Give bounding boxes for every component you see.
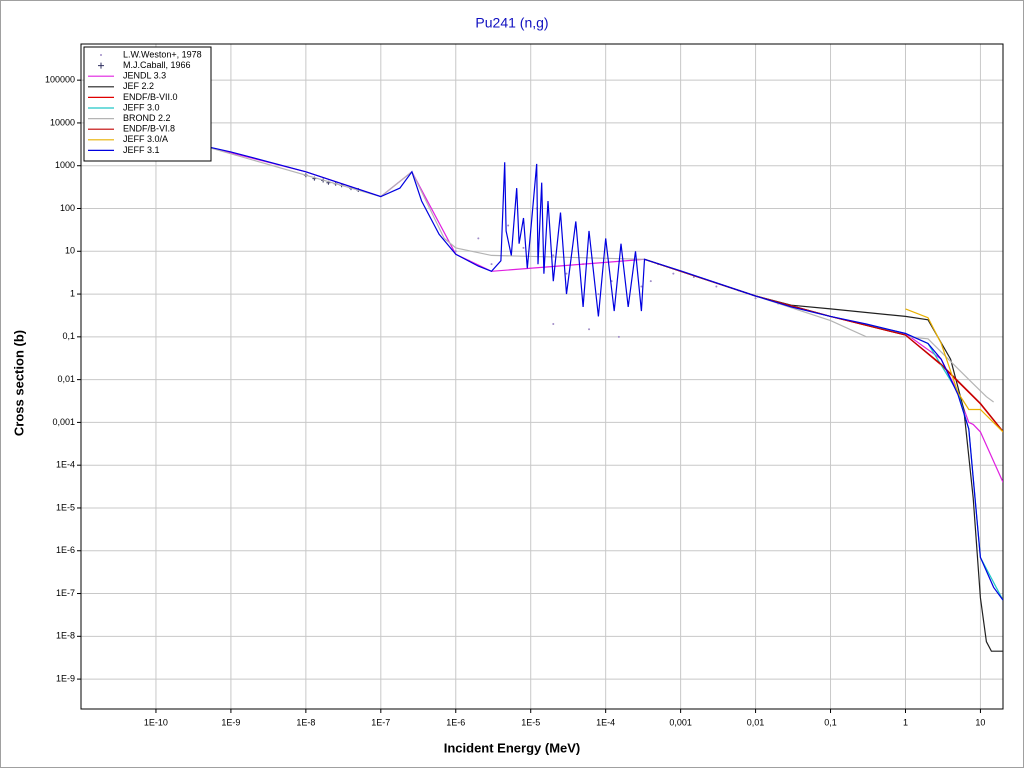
legend-label: M.J.Caball, 1966: [123, 60, 191, 70]
chart-title: Pu241 (n,g): [475, 15, 548, 31]
y-tick-label: 100: [60, 203, 75, 213]
data-point: [552, 254, 555, 257]
x-tick-label: 1E-7: [371, 717, 390, 727]
data-point: [477, 237, 480, 240]
legend-label: L.W.Weston+, 1978: [123, 49, 202, 59]
x-tick-label: 1E-10: [144, 717, 168, 727]
x-tick-label: 0,001: [669, 717, 692, 727]
x-axis-label: Incident Energy (MeV): [444, 740, 581, 755]
y-tick-label: 10000: [50, 117, 75, 127]
series-line: [200, 144, 994, 403]
legend-label: JEFF 3.1: [123, 145, 160, 155]
y-axis-label: Cross section (b): [11, 330, 26, 436]
x-tick-label: 0,01: [747, 717, 765, 727]
data-point: [754, 297, 757, 300]
y-tick-label: 1E-7: [56, 588, 75, 598]
legend-label: BROND 2.2: [123, 113, 171, 123]
legend-marker: [100, 54, 102, 56]
legend-label: JEF 2.2: [123, 81, 154, 91]
legend-label: ENDF/B-VII.0: [123, 92, 178, 102]
x-tick-label: 1E-8: [296, 717, 315, 727]
data-point: [454, 250, 457, 253]
plot-border: [80, 43, 1004, 710]
series-line: [905, 308, 1003, 433]
legend-label: ENDF/B-VI.8: [123, 124, 175, 134]
plot: [200, 144, 1003, 652]
legend-label: JEFF 3.0: [123, 102, 160, 112]
y-tick-label: 1E-4: [56, 460, 75, 470]
y-tick-label: 0,1: [62, 331, 75, 341]
x-tick-label: 1E-5: [521, 717, 540, 727]
data-point: [672, 272, 675, 275]
y-tick-label: 0,001: [52, 417, 75, 427]
x-tick-label: 1E-6: [446, 717, 465, 727]
y-tick-label: 0,01: [57, 374, 75, 384]
legend-label: JENDL 3.3: [123, 71, 166, 81]
legend-marker: [98, 62, 104, 69]
x-tick-label: 1E-4: [596, 717, 615, 727]
y-tick-label: 1E-8: [56, 631, 75, 641]
x-tick-label: 10: [975, 717, 985, 727]
data-point: [552, 322, 555, 325]
legend-label: JEFF 3.0/A: [123, 134, 168, 144]
y-tick-label: 1E-6: [56, 545, 75, 555]
y-tick-label: 1E-5: [56, 502, 75, 512]
data-point: [640, 285, 643, 288]
y-tick-label: 1E-9: [56, 673, 75, 683]
y-tick-label: 10: [65, 246, 75, 256]
data-point: [588, 328, 591, 331]
data-point: [617, 335, 620, 338]
legend-box: [83, 46, 212, 162]
data-point: [507, 224, 510, 227]
data-point: [490, 263, 493, 266]
x-tick-label: 0,1: [824, 717, 837, 727]
y-tick-label: 1: [70, 288, 75, 298]
x-tick-label: 1: [903, 717, 908, 727]
y-tick-label: 100000: [45, 75, 75, 85]
x-tick-label: 1E-9: [221, 717, 240, 727]
data-point: [522, 246, 525, 249]
data-point: [649, 280, 652, 283]
data-point: [565, 272, 568, 275]
series-line: [200, 144, 1003, 601]
data-point: [715, 285, 718, 288]
y-tick-label: 1000: [55, 160, 75, 170]
data-point: [597, 293, 600, 296]
data-point: [692, 276, 695, 279]
